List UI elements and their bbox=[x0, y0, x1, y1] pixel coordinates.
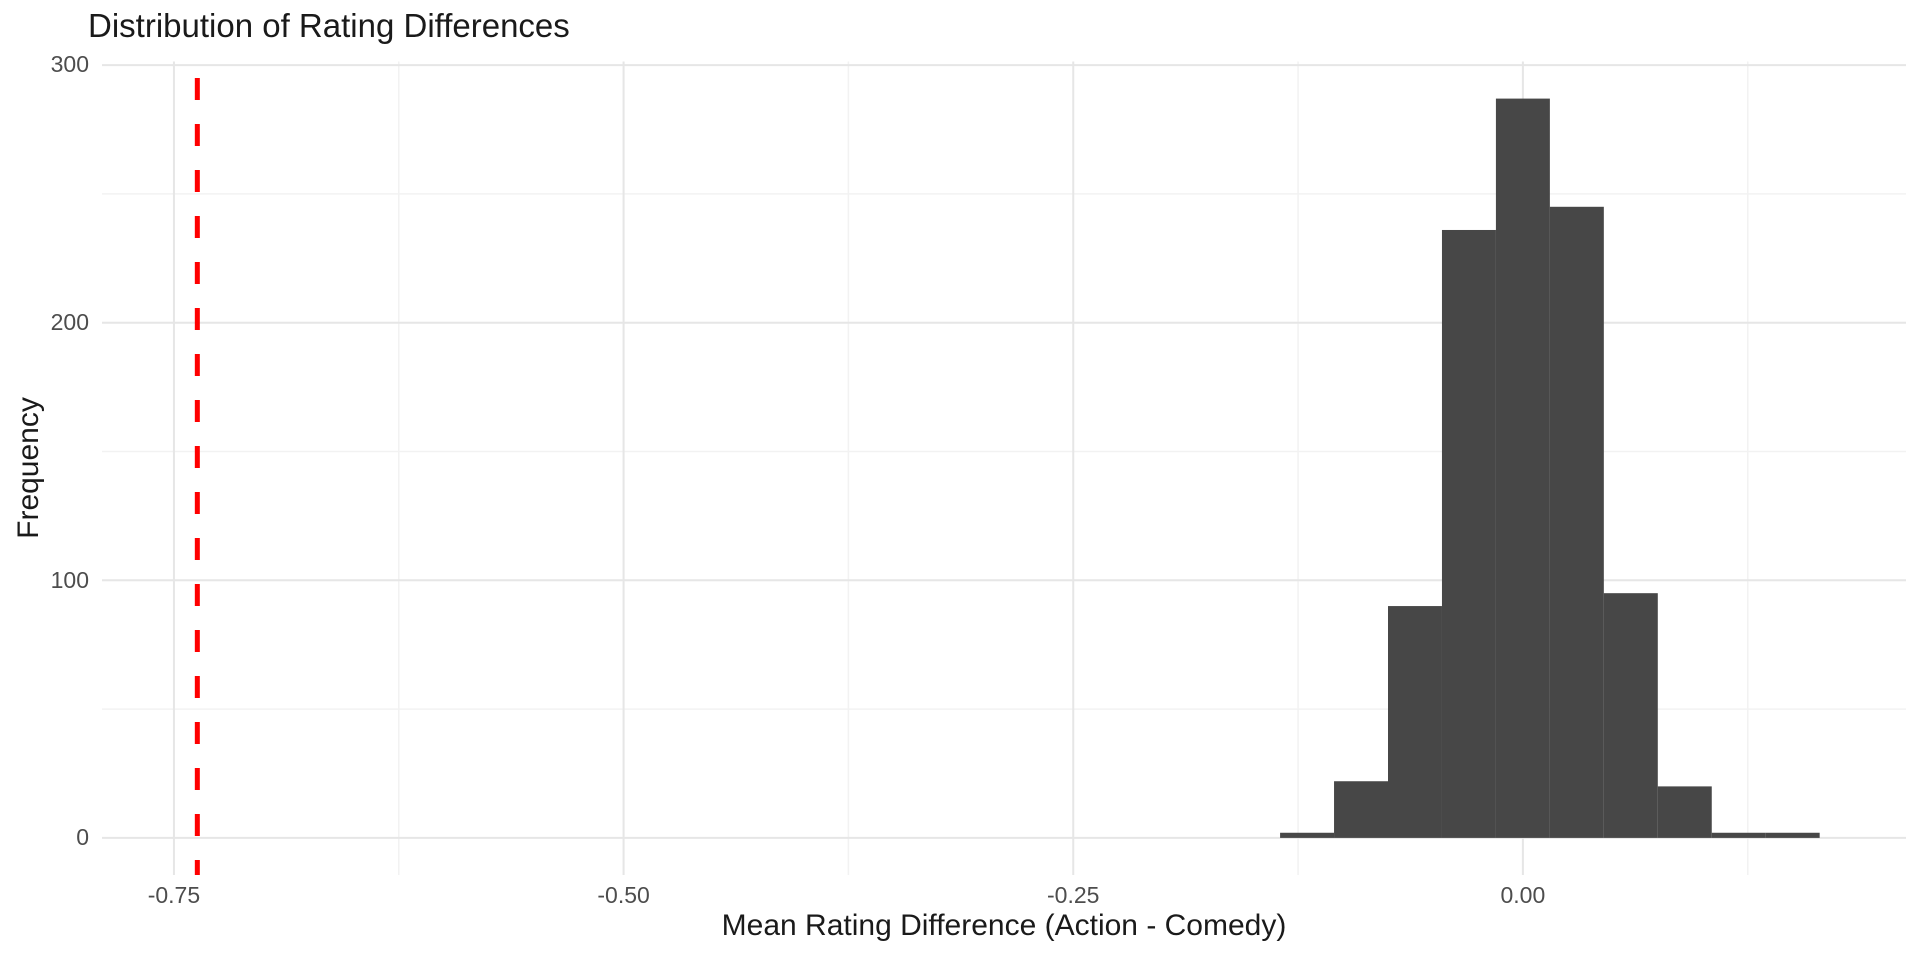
histogram-bar bbox=[1657, 786, 1712, 838]
histogram-bar bbox=[1280, 832, 1335, 838]
histogram-bar bbox=[1765, 832, 1820, 838]
histogram-bar bbox=[1441, 229, 1496, 838]
x-tick-label: -0.25 bbox=[1047, 882, 1100, 908]
x-axis-title: Mean Rating Difference (Action - Comedy) bbox=[721, 909, 1287, 942]
chart-title: Distribution of Rating Differences bbox=[88, 7, 570, 44]
y-tick-label: 300 bbox=[50, 51, 89, 78]
x-tick-label: -0.75 bbox=[147, 882, 201, 908]
x-tick-label: 0.00 bbox=[1500, 882, 1546, 908]
histogram-bar bbox=[1388, 606, 1442, 838]
y-tick-label: 200 bbox=[50, 308, 89, 335]
histogram-bar bbox=[1603, 593, 1658, 838]
histogram-bar bbox=[1495, 98, 1550, 838]
histogram-bar bbox=[1711, 832, 1766, 838]
y-tick-label: 0 bbox=[76, 824, 89, 851]
y-tick-label: 100 bbox=[50, 566, 89, 593]
x-tick-label: -0.50 bbox=[597, 882, 650, 908]
histogram-bar bbox=[1549, 206, 1604, 838]
histogram-bar bbox=[1334, 781, 1389, 838]
